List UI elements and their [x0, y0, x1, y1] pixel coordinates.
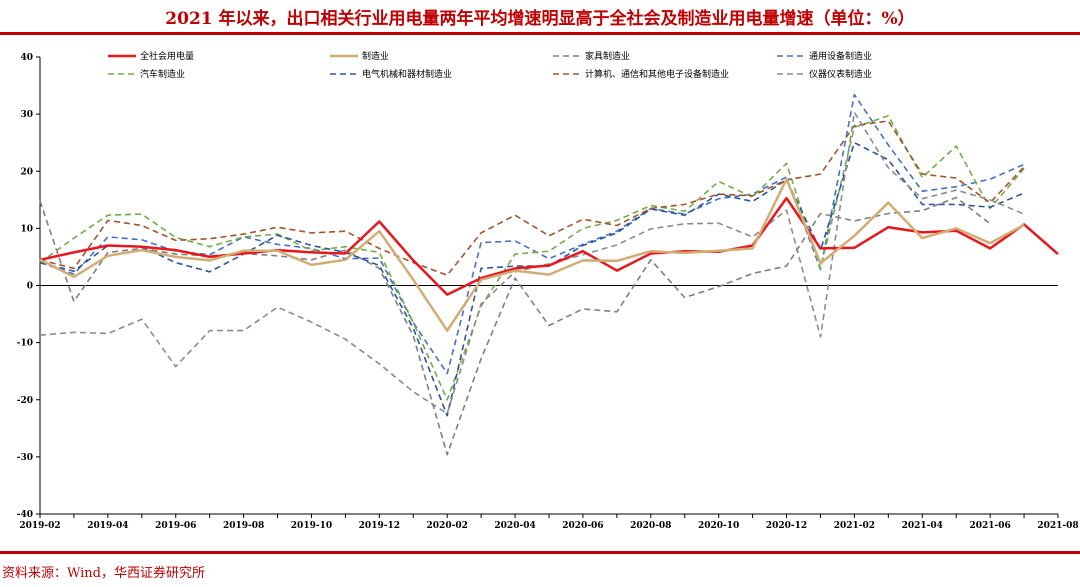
- x-tick-label: 2021-08: [1037, 521, 1078, 531]
- y-tick-label: -10: [17, 339, 33, 349]
- x-tick-label: 2019-10: [291, 521, 332, 531]
- y-tick-label: -40: [17, 510, 33, 520]
- series-line: [39, 177, 1025, 332]
- source-note: 资料来源：Wind，华西证券研究所: [2, 566, 205, 581]
- y-tick-label: -20: [17, 396, 33, 406]
- top-divider: [0, 32, 1080, 35]
- x-tick-label: 2021-06: [969, 521, 1010, 531]
- legend-label: 制造业: [362, 50, 389, 62]
- y-tick-label: 40: [20, 53, 33, 63]
- y-tick-label: 30: [20, 110, 33, 120]
- x-tick-label: 2019-04: [87, 521, 128, 531]
- series-line: [39, 196, 1059, 296]
- x-tick-label: 2021-04: [902, 521, 943, 531]
- y-tick-label: 0: [27, 282, 33, 292]
- series-line: [39, 93, 1025, 375]
- x-tick-label: 2019-06: [155, 521, 196, 531]
- x-tick-label: 2020-02: [427, 521, 468, 531]
- y-tick-label: 10: [20, 224, 33, 234]
- legend-label: 电气机械和器材制造业: [362, 68, 452, 80]
- series-line: [39, 111, 1025, 415]
- x-tick-label: 2020-12: [766, 521, 807, 531]
- series-line: [39, 141, 1025, 417]
- legend-label: 全社会用电量: [140, 50, 194, 62]
- legend-label: 家具制造业: [585, 50, 630, 62]
- bottom-divider: [0, 551, 1080, 554]
- x-tick-label: 2020-10: [698, 521, 739, 531]
- chart-title: 2021 年以来，出口相关行业用电量两年平均增速明显高于全社会及制造业用电量增速…: [165, 9, 915, 29]
- x-tick-label: 2019-02: [19, 521, 60, 531]
- series-line: [39, 120, 1025, 276]
- x-tick-label: 2021-02: [834, 521, 875, 531]
- y-tick-label: 20: [20, 167, 33, 177]
- legend-label: 计算机、通信和其他电子设备制造业: [585, 68, 729, 80]
- x-tick-label: 2020-08: [630, 521, 671, 531]
- legend-label: 汽车制造业: [140, 68, 185, 80]
- legend-label: 通用设备制造业: [809, 50, 872, 62]
- x-tick-label: 2019-08: [223, 521, 264, 531]
- x-tick-label: 2020-04: [494, 521, 535, 531]
- x-tick-label: 2019-12: [359, 521, 400, 531]
- x-tick-label: 2020-06: [562, 521, 603, 531]
- y-tick-label: -30: [17, 453, 33, 463]
- series-line: [39, 196, 991, 456]
- legend-label: 仪器仪表制造业: [809, 68, 872, 80]
